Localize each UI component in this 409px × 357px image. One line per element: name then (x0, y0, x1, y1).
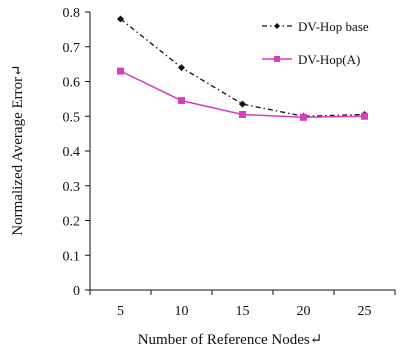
data-point-series-2 (239, 111, 246, 119)
y-tick-label: 0.6 (63, 76, 81, 91)
x-tick-label: 25 (358, 304, 372, 319)
y-tick-label: 0.5 (63, 110, 81, 125)
y-tick-label: 0.8 (63, 6, 81, 21)
legend-marker-series-1 (274, 23, 280, 29)
series-line-2 (120, 70, 365, 119)
x-tick-label: 15 (236, 304, 250, 319)
series-layer (117, 15, 368, 121)
data-point-series-2 (300, 113, 307, 121)
data-point-series-1 (117, 15, 124, 23)
data-point-series-2 (178, 97, 185, 105)
legend-label-series-1: DV-Hop base (298, 19, 369, 34)
y-tick-label: 0.2 (63, 215, 81, 230)
legend-marker-series-2 (274, 56, 280, 62)
y-ticks: 0 0.1 0.2 0.3 0.4 0.5 0.6 0.7 0.8 (63, 6, 90, 299)
x-ticks: 5 10 15 20 25 (89, 290, 396, 319)
data-point-series-1 (178, 64, 185, 72)
y-tick-label: 0.3 (63, 180, 81, 195)
y-tick-label: 0.4 (63, 145, 81, 160)
y-tick-label: 0.1 (63, 249, 81, 264)
data-point-series-2 (361, 112, 368, 120)
data-point-series-1 (239, 100, 246, 108)
legend: DV-Hop base DV-Hop(A) (262, 19, 369, 67)
x-axis-label: Number of Reference Nodes↵ (138, 332, 323, 348)
series-line-1 (120, 18, 365, 117)
legend-label-series-2: DV-Hop(A) (298, 52, 360, 67)
y-tick-label: 0 (73, 284, 80, 299)
x-tick-label: 5 (117, 304, 124, 319)
y-tick-label: 0.7 (63, 41, 81, 56)
data-point-series-2 (117, 67, 124, 75)
x-tick-label: 10 (175, 304, 189, 319)
y-axis-label: Normalized Average Error↵ (10, 64, 26, 235)
x-tick-label: 20 (297, 304, 311, 319)
